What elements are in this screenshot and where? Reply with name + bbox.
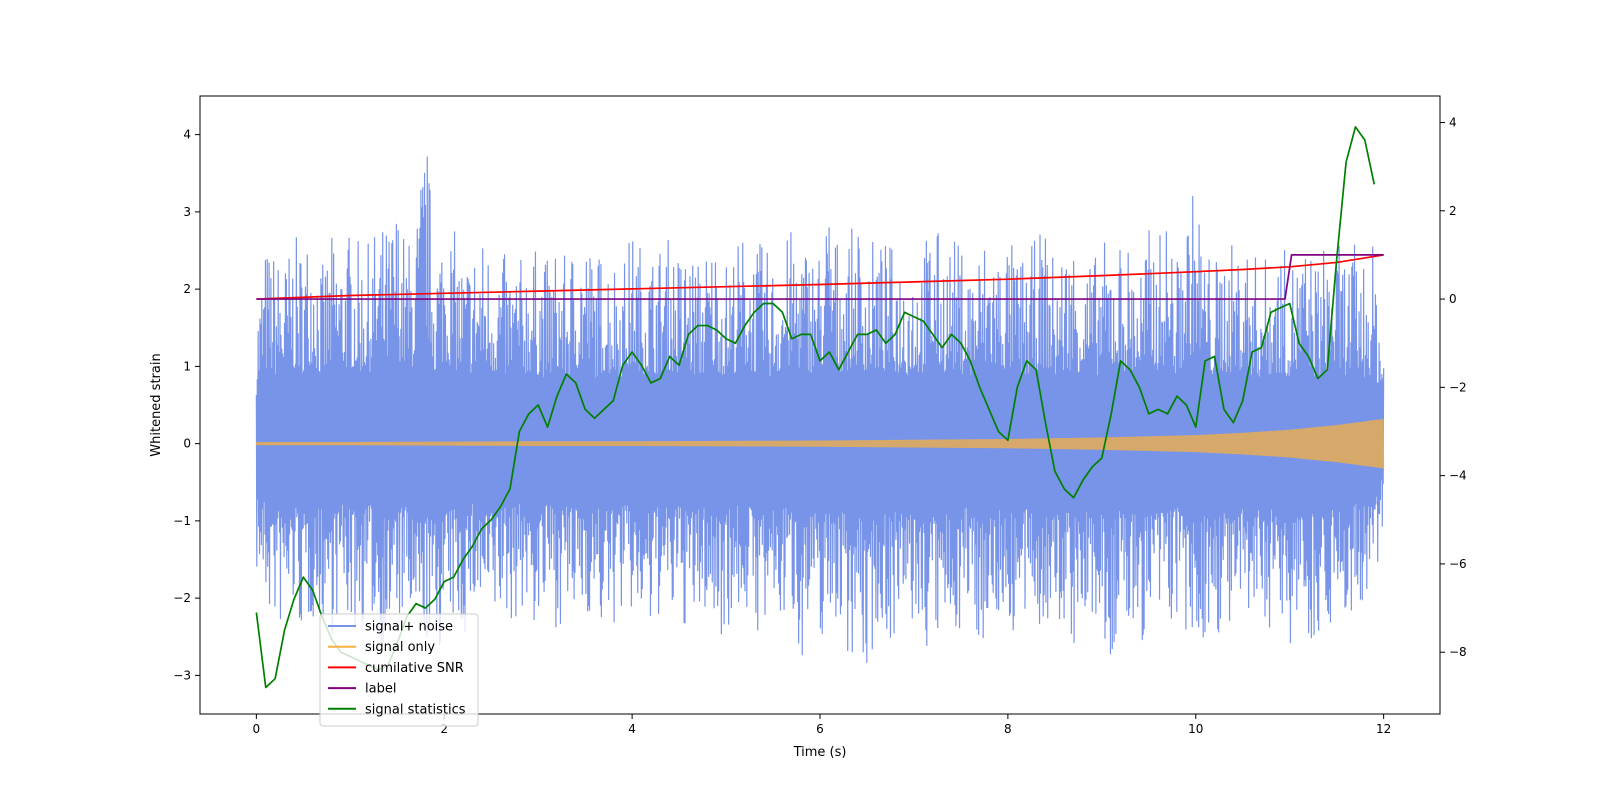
y-axis-left: −3 −2 −1 0 1 2 3 4	[173, 128, 200, 682]
y2-tick-label-1: −6	[1449, 557, 1467, 571]
x-tick-label-6: 12	[1376, 722, 1391, 736]
x-tick-label-4: 8	[1004, 722, 1012, 736]
y-tick-label-3: 0	[183, 437, 191, 451]
x-tick-label-2: 4	[628, 722, 636, 736]
y-tick-label-1: −2	[173, 591, 191, 605]
x-tick-label-5: 10	[1188, 722, 1203, 736]
y2-tick-label-6: 4	[1449, 115, 1457, 129]
y-tick-label-4: 1	[183, 359, 191, 373]
y-tick-label-0: −3	[173, 668, 191, 682]
y-axis-right: −8 −6 −4 −2 0 2 4	[1440, 115, 1467, 659]
series-signal-plus-noise	[255, 156, 1385, 663]
y2-tick-label-2: −4	[1449, 469, 1467, 483]
x-axis-label: Time (s)	[793, 745, 847, 760]
y-tick-label-2: −1	[173, 514, 191, 528]
y-tick-label-5: 2	[183, 282, 191, 296]
x-tick-label-0: 0	[253, 722, 261, 736]
legend-label-2: cumilative SNR	[365, 661, 464, 676]
y2-tick-label-4: 0	[1449, 292, 1457, 306]
y-tick-label-7: 4	[183, 128, 191, 142]
y2-tick-label-5: 2	[1449, 204, 1457, 218]
legend-label-3: label	[365, 682, 396, 697]
legend-label-4: signal statistics	[365, 702, 466, 717]
series-signal-statistics	[255, 126, 1376, 689]
series-signal-only	[255, 418, 1385, 469]
legend-box	[319, 613, 479, 727]
series-layer	[255, 126, 1385, 689]
x-tick-label-1: 2	[440, 722, 448, 736]
legend-label-1: signal only	[365, 640, 435, 655]
legend: signal+ noise signal only cumilative SNR la…	[319, 613, 479, 727]
y-tick-label-6: 3	[183, 205, 191, 219]
series-cumilative-snr	[256, 254, 1384, 300]
x-tick-label-3: 6	[816, 722, 824, 736]
y-axis-label: Whitened strain	[149, 353, 164, 456]
y2-tick-label-0: −8	[1449, 645, 1467, 659]
legend-label-0: signal+ noise	[365, 620, 453, 635]
y2-tick-label-3: −2	[1449, 380, 1467, 394]
